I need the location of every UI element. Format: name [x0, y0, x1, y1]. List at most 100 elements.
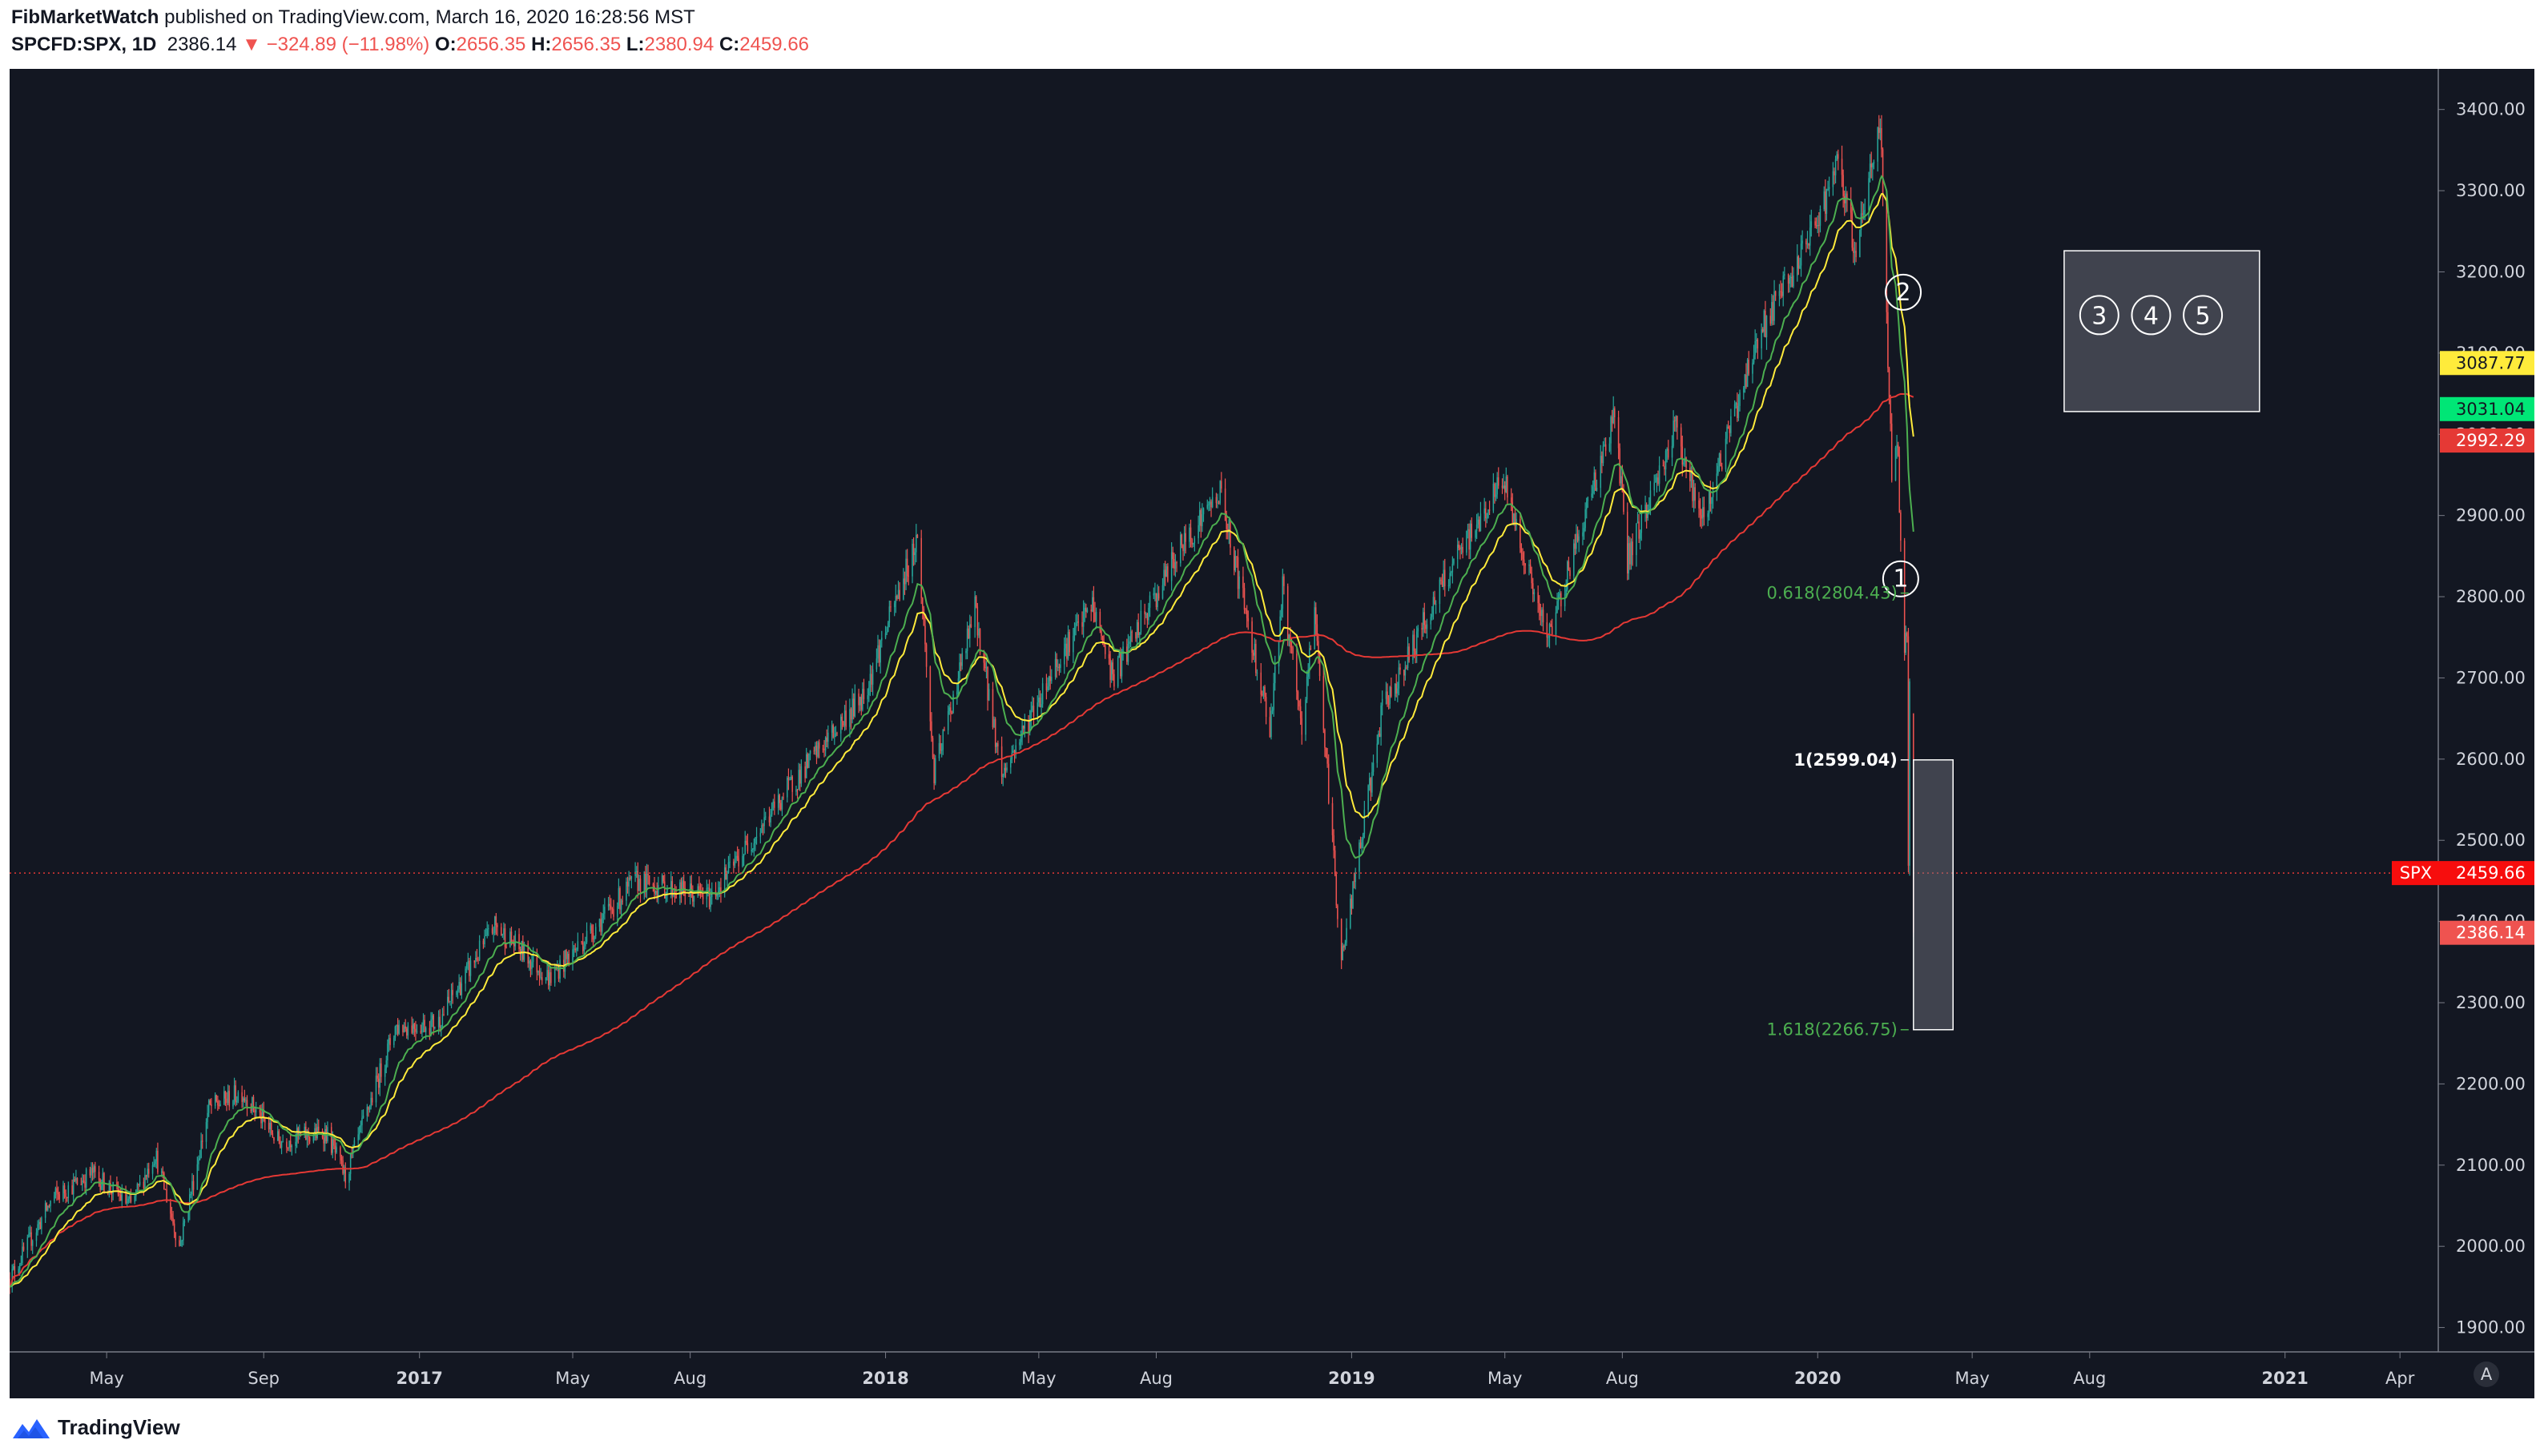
candle-body: [852, 698, 855, 717]
candle-body: [1112, 662, 1114, 674]
candle-body: [1475, 530, 1476, 538]
candle-body: [1389, 686, 1391, 704]
candle-body: [1331, 802, 1334, 835]
candle-body: [1217, 502, 1218, 504]
candle-body: [1181, 534, 1183, 545]
candle-body: [228, 1091, 230, 1107]
candle-body: [1636, 523, 1637, 556]
candle-body: [1596, 488, 1598, 491]
candle-body: [1898, 455, 1901, 513]
candle-body: [929, 666, 932, 722]
candle-body: [1255, 643, 1257, 674]
candle-body: [698, 886, 700, 891]
candle-body: [1006, 767, 1008, 771]
candle-body: [956, 691, 958, 695]
candle-body: [1850, 199, 1852, 213]
candle-body: [1576, 533, 1577, 549]
candle-body: [639, 879, 642, 894]
candle-body: [1391, 686, 1392, 697]
candle-body: [1202, 514, 1203, 527]
candle-body: [682, 880, 685, 888]
candle-body: [11, 1269, 13, 1285]
chart-area[interactable]: 3 4 5 1 2 0.618(2804.43) 1(2599.04) 1.618(2266.…: [10, 69, 2534, 1398]
candle-body: [914, 552, 916, 556]
candle-body: [1286, 585, 1289, 639]
footer-brand[interactable]: TradingView: [11, 1413, 180, 1442]
candle-body: [1019, 742, 1020, 746]
candle-body: [389, 1038, 391, 1045]
candle-body: [1851, 212, 1854, 248]
candle-body: [272, 1132, 274, 1138]
candle-body: [817, 742, 819, 757]
candle-body: [1185, 533, 1186, 542]
candle-body: [1280, 608, 1282, 617]
auto-scale-button-label[interactable]: A: [2481, 1365, 2493, 1384]
candle-body: [576, 949, 578, 951]
candle-body: [957, 678, 960, 692]
candle-body: [1189, 527, 1192, 540]
candle-body: [1301, 718, 1302, 735]
y-tick-label: 1900.00: [2456, 1318, 2526, 1337]
x-tick-label: May: [1954, 1369, 1989, 1388]
candle-body: [979, 629, 981, 654]
candle-body: [482, 940, 485, 944]
candle-body: [475, 958, 477, 963]
candle-body: [129, 1196, 131, 1199]
waves-projection-box[interactable]: [2063, 250, 2260, 412]
publish-header: FibMarketWatch published on TradingView.…: [11, 6, 695, 29]
candle-body: [83, 1180, 85, 1182]
candle-body: [1093, 597, 1095, 613]
candle-body: [783, 797, 784, 798]
candle-body: [529, 960, 530, 964]
candle-body: [255, 1109, 257, 1113]
candle-body: [537, 971, 539, 973]
candle-body: [791, 776, 793, 792]
candle-body: [1447, 585, 1450, 587]
candle-body: [1440, 579, 1442, 581]
candle-body: [1458, 545, 1460, 549]
candle-body: [723, 867, 726, 894]
candle-body: [1568, 561, 1570, 570]
candle-body: [119, 1194, 120, 1196]
close-value: 2459.66: [739, 34, 810, 55]
candle-body: [1542, 609, 1544, 623]
candle-body: [858, 693, 859, 706]
candle-body: [1628, 543, 1630, 573]
candle-body: [413, 1024, 416, 1029]
candle-body: [323, 1137, 324, 1144]
candle-body: [127, 1198, 130, 1202]
candle-body: [1372, 762, 1375, 772]
candle-body: [1215, 497, 1218, 504]
candle-body: [952, 694, 954, 714]
chart-canvas[interactable]: 3 4 5 1 2 0.618(2804.43) 1(2599.04) 1.618(2266.…: [10, 69, 2534, 1398]
candle-body: [646, 874, 648, 890]
candle-body: [333, 1139, 335, 1146]
candle-body: [1460, 546, 1463, 550]
candle-body: [1468, 529, 1470, 550]
candle-body: [638, 879, 640, 891]
candle-body: [1426, 624, 1428, 629]
wave-marker-circle: [1885, 273, 1922, 311]
candle-body: [826, 737, 827, 742]
candle-body: [452, 990, 453, 995]
candle-body: [1140, 610, 1142, 633]
candle-body: [626, 881, 629, 887]
candle-body: [402, 1024, 404, 1032]
candle-body: [405, 1026, 406, 1029]
candle-body: [1146, 613, 1149, 621]
candle-body: [170, 1202, 171, 1214]
candle-body: [904, 578, 906, 585]
candle-body: [1617, 417, 1620, 448]
candle-body: [173, 1223, 175, 1233]
fib-target-box[interactable]: [1913, 759, 1954, 1031]
candle-body: [1264, 686, 1266, 698]
candle-body: [553, 967, 556, 983]
candle-body: [1296, 654, 1298, 692]
auto-scale-button[interactable]: [2474, 1361, 2499, 1387]
candle-body: [1514, 513, 1516, 526]
candle-body: [609, 903, 610, 906]
candle-body: [1155, 593, 1157, 608]
candle-body: [1862, 213, 1863, 215]
candle-body: [1614, 408, 1616, 418]
author-name[interactable]: FibMarketWatch: [11, 6, 159, 28]
